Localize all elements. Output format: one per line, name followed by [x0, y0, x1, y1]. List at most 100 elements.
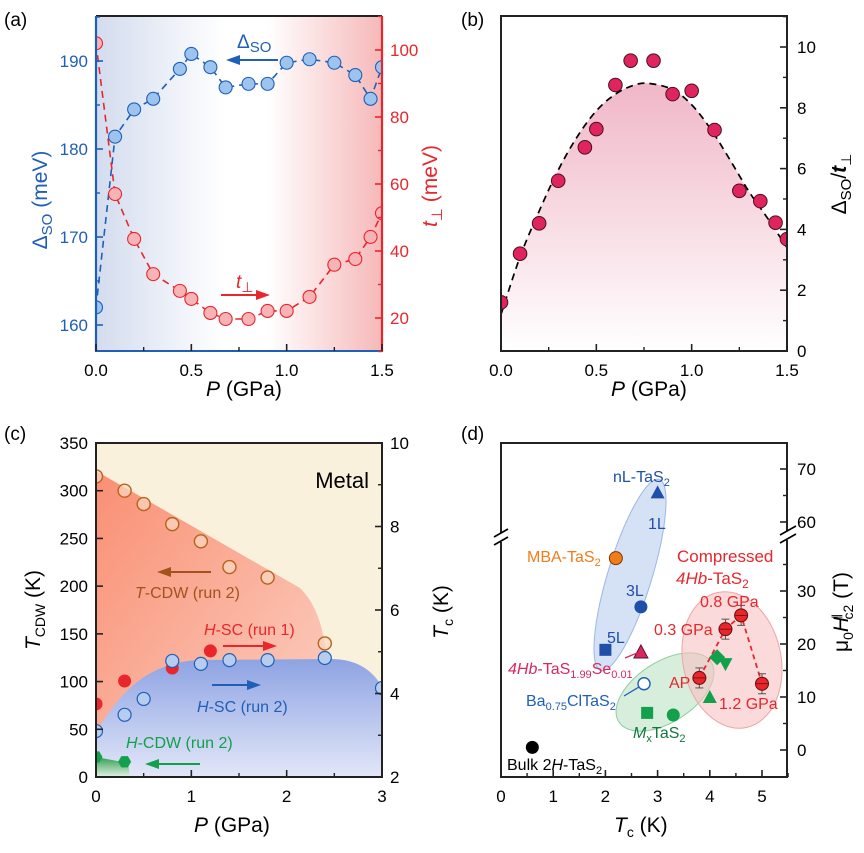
data-point	[768, 215, 783, 231]
compressed-4hb-ellipse	[681, 591, 783, 729]
mba-tas2-label: MBA-TaS2	[527, 549, 601, 569]
data-point	[684, 83, 699, 99]
svg-text:t⊥ (meV): t⊥ (meV)	[419, 145, 446, 227]
data-point-t-perp	[203, 305, 218, 321]
y-right-tick-label: 40	[390, 242, 409, 261]
y-left-tick-label: 200	[60, 577, 88, 596]
data-point-5l	[599, 643, 612, 656]
x-tick-label: 0.0	[84, 361, 108, 380]
right-arrow-icon	[247, 680, 261, 690]
ap-label: AP	[669, 675, 690, 692]
data-point-t-perp	[260, 303, 275, 319]
h-sc-run2-point	[374, 680, 382, 696]
y-right-tick-label: 8	[390, 518, 399, 537]
data-point	[550, 173, 566, 189]
svg-text:H-CDW (run 2): H-CDW (run 2)	[126, 735, 233, 752]
t-cdw-point	[165, 516, 180, 532]
y-left-tick-label: 180	[60, 140, 88, 159]
data-point-t-perp	[363, 229, 378, 244]
h-sc-run1-point	[118, 674, 132, 688]
h-sc-run2-point	[193, 656, 208, 671]
axis-break-left-icon	[493, 528, 509, 546]
5l-label: 5L	[607, 630, 625, 647]
y-tick-label: 6	[797, 160, 806, 179]
y-tick-label: 0	[797, 342, 806, 361]
y-tick-label: 8	[797, 99, 806, 118]
left-arrow-icon	[145, 759, 159, 769]
x-tick-label: 0	[496, 787, 505, 806]
1l-label: 1L	[648, 516, 666, 533]
y-tick-label: 30	[797, 582, 816, 601]
x-tick-label: 1.0	[275, 361, 299, 380]
data-point-t-perp	[108, 187, 123, 202]
y-tick-label: 0	[797, 741, 806, 760]
x-tick-label: 3	[377, 787, 386, 806]
panel-d-frame	[500, 442, 788, 778]
x-tick-label: 1	[548, 787, 557, 806]
data-point-delta-so	[96, 300, 104, 315]
y-left-tick-label: 170	[60, 228, 88, 247]
series-line-t-perp	[96, 43, 382, 320]
data-point-bulk-2h-tas2	[525, 740, 539, 754]
t-cdw-point	[136, 496, 151, 512]
y-left-tick-label: 350	[60, 434, 88, 453]
x-tick-label: 1.5	[370, 361, 394, 380]
data-point-ba0-75cltas2	[637, 677, 651, 691]
panel-c-ylabel-right: Tc (K)	[430, 585, 456, 639]
metal-label: Metal	[315, 468, 369, 493]
panel-d-label: (d)	[461, 424, 484, 445]
data-point	[531, 216, 547, 231]
x-tick-label: 1	[187, 787, 196, 806]
data-point	[589, 121, 604, 137]
t-cdw-point	[222, 559, 237, 575]
data-point-delta-so	[302, 52, 317, 67]
data-point-delta-so	[108, 129, 123, 144]
layered-tas2-ellipse	[593, 478, 667, 672]
panel-b-xlabel: P (GPa)	[611, 378, 687, 401]
data-point-delta-so	[172, 61, 187, 76]
svg-text:H-SC (run 2): H-SC (run 2)	[197, 699, 288, 716]
data-point-t-perp	[172, 283, 187, 298]
y-left-tick-label: 50	[69, 720, 88, 739]
y-right-tick-label: 80	[390, 108, 409, 127]
y-right-tick-label: 10	[390, 434, 409, 453]
data-point-delta-so	[203, 60, 218, 75]
h-sc-run2-point	[165, 653, 180, 669]
h-sc-run2-point	[260, 652, 275, 668]
svg-text:H-SC (run 1): H-SC (run 1)	[204, 622, 295, 639]
svg-text:TCDW (K): TCDW (K)	[22, 570, 48, 650]
x-tick-label: 0	[91, 787, 100, 806]
data-point-t-perp	[302, 289, 317, 304]
data-point-mxtas2-triangle	[702, 690, 717, 703]
x-tick-label: 0.0	[489, 361, 513, 380]
t-perp-annotation: t⊥	[221, 272, 270, 300]
nl-tas2-label: nL-TaS2	[613, 469, 670, 489]
y-left-tick-label: 0	[79, 768, 88, 787]
h-sc-run2-point	[222, 652, 237, 668]
data-point-delta-so	[279, 55, 294, 70]
y-tick-label: 10	[797, 38, 816, 57]
panel-b-ylabel: ΔSO/t⊥	[828, 154, 855, 215]
compressed-label: Compressed	[677, 547, 773, 566]
x-tick-label: 0.5	[585, 361, 609, 380]
h-sc-run1-point	[96, 697, 103, 711]
panel-d-xlabel: Tc (K)	[614, 814, 668, 840]
data-point-t-perp	[241, 311, 256, 327]
svg-text:T-CDW (run 2): T-CDW (run 2)	[135, 585, 240, 602]
compressed-dashed-line	[698, 613, 763, 685]
data-point-t-perp	[146, 267, 161, 282]
h-sc-region	[96, 659, 382, 777]
data-point	[665, 86, 680, 102]
y-tick-label: 4	[797, 220, 806, 239]
data-point	[779, 231, 787, 247]
3l-label: 3L	[626, 583, 644, 600]
y-right-tick-label: 100	[390, 41, 418, 60]
y-left-tick-label: 250	[60, 529, 88, 548]
ba-cltas2-label: Ba0.75ClTaS2	[526, 693, 616, 713]
svg-text:t⊥: t⊥	[236, 272, 253, 295]
x-tick-label: 0.5	[180, 361, 204, 380]
left-arrow-icon	[157, 567, 171, 577]
